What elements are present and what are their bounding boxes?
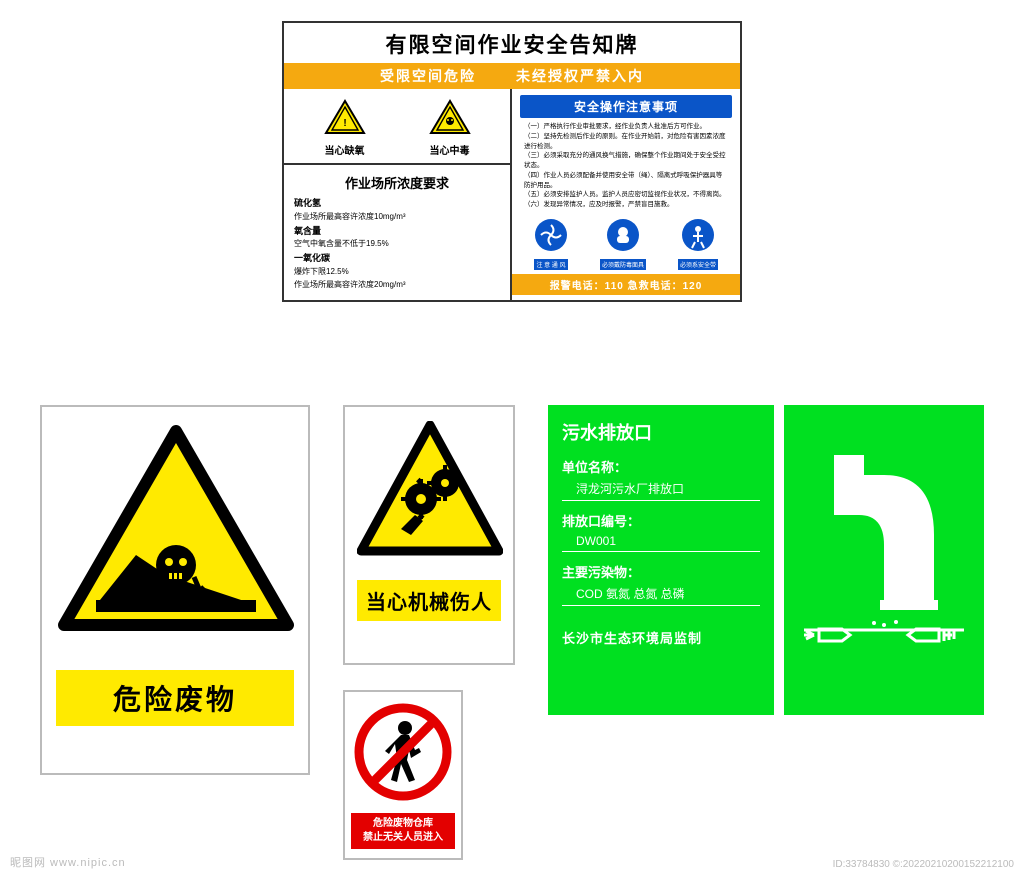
- ww-header: 污水排放口: [562, 419, 760, 445]
- board-left-panel: ! 当心缺氧 当心中毒 作业场所: [284, 89, 512, 300]
- line: （五）必须安排监护人员。监护人员应密切监视作业状况，不得离岗。: [524, 190, 728, 200]
- label: 注 意 通 风: [534, 259, 568, 270]
- pipe-discharge-icon: [784, 405, 984, 715]
- line: 作业场所最高容许浓度20mg/m³: [294, 279, 500, 292]
- line1: 危险废物仓库: [353, 817, 453, 831]
- line: 硫化氢: [294, 198, 321, 208]
- line: （四）作业人员必须配备并使用安全带（绳）、隔离式呼吸保护器具等防护用品。: [524, 171, 728, 191]
- triangle-warning-icon: !: [324, 99, 366, 135]
- hazardous-waste-sign: 危险废物: [40, 405, 310, 775]
- line: 一氧化碳: [294, 253, 330, 263]
- watermark-left: 昵图网 www.nipic.cn: [10, 854, 126, 870]
- board-right-panel: 安全操作注意事项 （一）严格执行作业审批要求，经作业负责人批准后方可作业。 （二…: [512, 89, 740, 300]
- orange-warning-bar: 受限空间危险 未经授权严禁入内: [284, 63, 740, 89]
- toxic-warning: 当心中毒: [429, 99, 471, 157]
- ww-code-label: 排放口编号：: [562, 511, 760, 530]
- wastewater-outlet-info: 污水排放口 单位名称： 浔龙河污水厂排放口 排放口编号： DW001 主要污染物…: [548, 405, 774, 715]
- no-entry-text: 危险废物仓库 禁止无关人员进入: [351, 813, 455, 849]
- line: （二）坚持先检测后作业的原则。在作业开始前，对危险有害因素浓度进行检测。: [524, 132, 728, 152]
- ww-pollutants-value: COD 氨氮 总氮 总磷: [562, 583, 760, 606]
- line: 作业场所最高容许浓度10mg/m³: [294, 211, 500, 224]
- line: 爆炸下限12.5%: [294, 266, 500, 279]
- circle-mask-icon: [606, 218, 640, 252]
- line: 空气中氧含量不低于19.5%: [294, 238, 500, 251]
- watermark-right: ID:33784830 ©:20220210200152212100: [833, 859, 1014, 870]
- safety-ops-title: 安全操作注意事项: [520, 95, 732, 118]
- mech-label: 当心机械伤人: [357, 580, 501, 621]
- triangle-skull-icon: [429, 99, 471, 135]
- ventilation-icon: 注 意 通 风: [534, 218, 568, 270]
- ww-footer: 长沙市生态环境局监制: [562, 628, 760, 647]
- line: （三）必须采取充分的通风换气措施，确保整个作业期间处于安全受控状态。: [524, 151, 728, 171]
- skull-triangle-icon: [56, 425, 296, 645]
- label: 必须戴防毒面具: [600, 259, 646, 270]
- emergency-banner: 报警电话：110 急救电话：120: [512, 274, 740, 295]
- harness-icon: 必须系安全带: [678, 218, 718, 270]
- ww-unit-label: 单位名称：: [562, 457, 760, 476]
- mechanical-hazard-sign: 当心机械伤人: [343, 405, 515, 665]
- warning-icons-row: ! 当心缺氧 当心中毒: [284, 89, 510, 165]
- wastewater-pipe-sign: [784, 405, 984, 715]
- line: （六）发现异常情况，应及时报警，严禁盲目施救。: [524, 200, 728, 210]
- req-title: 作业场所浓度要求: [294, 173, 500, 192]
- gear-triangle-icon: [357, 421, 503, 561]
- ww-pollutants-label: 主要污染物：: [562, 562, 760, 581]
- ww-code-value: DW001: [562, 532, 760, 552]
- label: 必须系安全带: [678, 259, 718, 270]
- oxygen-warning: ! 当心缺氧: [324, 99, 366, 157]
- safety-ops-body: （一）严格执行作业审批要求，经作业负责人批准后方可作业。 （二）坚持先检测后作业…: [512, 122, 740, 214]
- circle-fan-icon: [534, 218, 568, 252]
- board-grid: ! 当心缺氧 当心中毒 作业场所: [284, 89, 740, 300]
- ww-unit-value: 浔龙河污水厂排放口: [562, 478, 760, 501]
- safety-signage-collection: 有限空间作业安全告知牌 受限空间危险 未经授权严禁入内 ! 当心缺氧: [0, 0, 1024, 876]
- icon-label: 当心缺氧: [324, 142, 366, 157]
- orange-text-right: 未经授权严禁入内: [516, 66, 644, 86]
- svg-text:!: !: [343, 118, 346, 129]
- confined-space-safety-board: 有限空间作业安全告知牌 受限空间危险 未经授权严禁入内 ! 当心缺氧: [282, 21, 742, 302]
- mandatory-icons-row: 注 意 通 风 必须戴防毒面具 必须系安全带: [512, 214, 740, 274]
- board-title: 有限空间作业安全告知牌: [284, 23, 740, 63]
- icon-label: 当心中毒: [429, 142, 471, 157]
- mask-icon: 必须戴防毒面具: [600, 218, 646, 270]
- orange-text-left: 受限空间危险: [380, 66, 476, 86]
- line: （一）严格执行作业审批要求，经作业负责人批准后方可作业。: [524, 122, 728, 132]
- line: 氧含量: [294, 226, 321, 236]
- concentration-requirements: 作业场所浓度要求 硫化氢 作业场所最高容许浓度10mg/m³ 氧含量 空气中氧含…: [284, 165, 510, 300]
- line2: 禁止无关人员进入: [353, 831, 453, 845]
- prohibition-person-icon: [353, 702, 453, 802]
- circle-harness-icon: [681, 218, 715, 252]
- haz-waste-label: 危险废物: [56, 670, 294, 726]
- no-entry-sign: 危险废物仓库 禁止无关人员进入: [343, 690, 463, 860]
